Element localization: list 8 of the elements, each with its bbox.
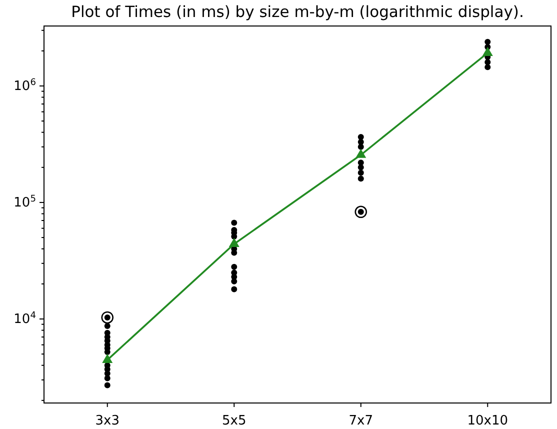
y-tick-label: 10$^{5}$ xyxy=(14,194,36,211)
chart-title: Plot of Times (in ms) by size m-by-m (logarithmic display). xyxy=(71,3,524,21)
x-tick-label: 3x3 xyxy=(95,413,120,428)
y-tick-label: 10$^{4}$ xyxy=(14,311,36,328)
y-tick-label: 10$^{6}$ xyxy=(14,78,36,94)
x-tick-label: 10x10 xyxy=(467,413,508,428)
x-tick-label: 5x5 xyxy=(222,413,246,428)
x-tick-label: 7x7 xyxy=(348,413,373,428)
